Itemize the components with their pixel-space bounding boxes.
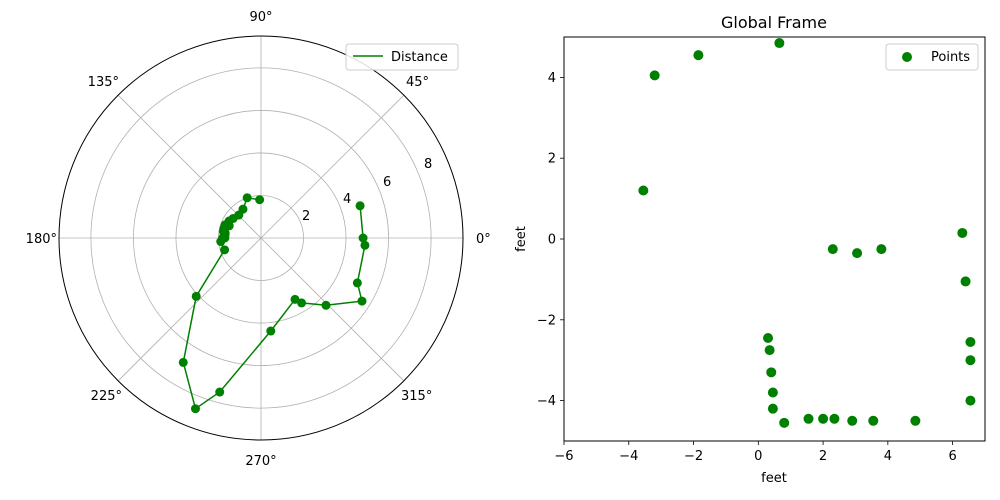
scatter-point — [638, 185, 649, 196]
y-tick-label: 2 — [548, 152, 556, 167]
scatter-point — [693, 50, 704, 61]
axes-frame — [563, 36, 986, 442]
theta-tick-label: 180° — [26, 232, 57, 247]
distance-marker — [255, 195, 265, 205]
polar-frame — [58, 35, 464, 441]
scatter-point — [803, 413, 814, 424]
distance-marker — [220, 245, 230, 255]
polar-legend: Distance — [345, 43, 459, 71]
scatter-point — [965, 337, 976, 348]
polar-grid — [59, 36, 463, 440]
theta-tick-labels: 0° 45° 90° 135° 180° 225° 270° 315° — [26, 10, 491, 469]
scatter-point — [774, 38, 785, 49]
distance-marker — [242, 193, 252, 203]
r-tick-label: 2 — [302, 209, 310, 224]
distance-markers — [178, 193, 370, 414]
scatter-point — [767, 387, 778, 398]
y-axis-label: feet — [514, 226, 529, 252]
scatter-point — [965, 355, 976, 366]
scatter-point — [763, 332, 774, 343]
x-tick-label: 4 — [884, 449, 892, 464]
legend-label: Distance — [391, 50, 448, 65]
scatter-point — [876, 244, 887, 255]
x-tick-label: 0 — [754, 449, 762, 464]
scatter-point — [767, 403, 778, 414]
theta-tick-label: 225° — [91, 389, 122, 404]
scatter-point — [649, 70, 660, 81]
x-axis-label: feet — [761, 471, 787, 486]
distance-marker — [360, 240, 370, 250]
theta-tick-label: 135° — [88, 75, 119, 90]
scatter-point — [910, 415, 921, 426]
r-tick-label: 8 — [424, 157, 432, 172]
scatter-point — [818, 413, 829, 424]
scatter-point — [766, 367, 777, 378]
distance-marker — [191, 291, 201, 301]
scatter-point — [960, 276, 971, 287]
x-tick-label: −4 — [619, 449, 638, 464]
scatter-legend: Points — [885, 43, 979, 71]
y-tick-label: −2 — [537, 313, 556, 328]
theta-tick-label: 45° — [406, 75, 429, 90]
y-tick-label: 4 — [548, 71, 556, 86]
distance-marker — [321, 300, 331, 310]
scatter-point — [827, 244, 838, 255]
r-tick-labels: 2 4 6 8 — [302, 157, 432, 224]
distance-marker — [352, 278, 362, 288]
theta-gridline — [117, 237, 262, 382]
distance-marker — [290, 294, 300, 304]
theta-gridline — [260, 94, 405, 239]
scatter-point — [965, 395, 976, 406]
scatter-point — [779, 417, 790, 428]
scatter-point — [829, 413, 840, 424]
distance-line — [182, 196, 366, 410]
chart-title: Global Frame — [721, 13, 827, 32]
scatter-point — [957, 227, 968, 238]
x-ticks: −6 −4 −2 0 2 4 6 — [554, 441, 957, 464]
r-tick-label: 6 — [383, 175, 391, 190]
x-tick-label: −2 — [684, 449, 703, 464]
distance-marker — [238, 204, 248, 214]
theta-tick-label: 315° — [401, 389, 432, 404]
y-ticks: −4 −2 0 2 4 — [537, 71, 564, 409]
distance-marker — [266, 326, 276, 336]
y-tick-label: −4 — [537, 394, 556, 409]
scatter-points — [638, 38, 976, 428]
x-tick-label: 2 — [819, 449, 827, 464]
theta-tick-label: 90° — [249, 10, 272, 25]
x-tick-label: −6 — [554, 449, 573, 464]
legend-box — [885, 43, 979, 71]
distance-marker — [178, 357, 188, 367]
theta-tick-label: 270° — [245, 454, 276, 469]
distance-marker — [190, 404, 200, 414]
scatter-point — [868, 415, 879, 426]
theta-gridline — [260, 237, 405, 382]
polar-chart: 0° 45° 90° 135° 180° 225° 270° 315° 2 4 … — [26, 10, 491, 469]
scatter-point — [847, 415, 858, 426]
legend-label: Points — [931, 50, 970, 65]
legend-marker-swatch — [902, 52, 912, 62]
distance-marker — [215, 387, 225, 397]
scatter-chart: Global Frame −6 −4 −2 0 2 4 6 −4 −2 0 2 4 feet fee… — [514, 13, 986, 486]
x-tick-label: 6 — [948, 449, 956, 464]
distance-marker — [358, 233, 368, 243]
theta-tick-label: 0° — [476, 232, 491, 247]
r-tick-label: 4 — [343, 192, 351, 207]
scatter-point — [764, 345, 775, 356]
scatter-point — [852, 248, 863, 259]
distance-marker — [357, 296, 367, 306]
distance-marker — [355, 201, 365, 211]
y-tick-label: 0 — [548, 233, 556, 248]
legend-box — [345, 43, 459, 71]
